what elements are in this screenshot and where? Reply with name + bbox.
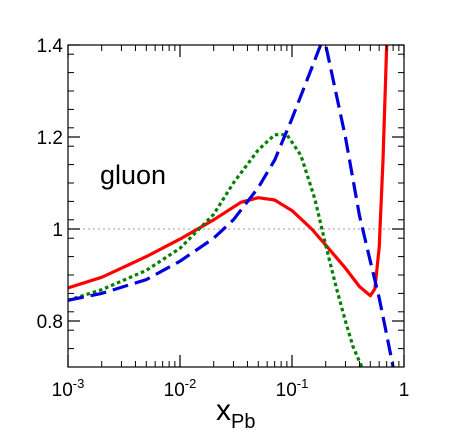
x-tick-label: 10-2: [164, 376, 197, 401]
plot-area: [68, 45, 404, 367]
x-axis-title: xPb: [216, 394, 255, 433]
x-axis-label: x: [216, 394, 231, 427]
axis-ticks: 10-3 10-2 10-1 10.811.21.4: [37, 36, 410, 401]
x-tick-exponent: -1: [297, 376, 309, 391]
x-tick-base: 10: [164, 380, 185, 401]
gluon-annotation: gluon: [100, 160, 166, 190]
green-dotted-curve: [68, 133, 364, 367]
x-tick-label: 10-1: [276, 376, 309, 401]
blue-dashed-curve: [68, 45, 395, 367]
x-tick-label: 1: [399, 380, 410, 401]
x-tick-base: 10: [276, 380, 297, 401]
x-tick-exponent: -3: [73, 376, 85, 391]
y-tick-label: 1: [52, 220, 63, 241]
x-tick-label: 10-3: [52, 376, 85, 401]
y-tick-label: 1.4: [37, 36, 64, 57]
x-axis-label-subscript: Pb: [231, 411, 255, 433]
x-tick-base: 10: [52, 380, 73, 401]
y-tick-label: 1.2: [37, 128, 63, 149]
x-tick-base: 1: [399, 380, 410, 401]
y-tick-label: 0.8: [37, 312, 63, 333]
plot-frame: [67, 44, 405, 368]
x-tick-exponent: -2: [185, 376, 197, 391]
